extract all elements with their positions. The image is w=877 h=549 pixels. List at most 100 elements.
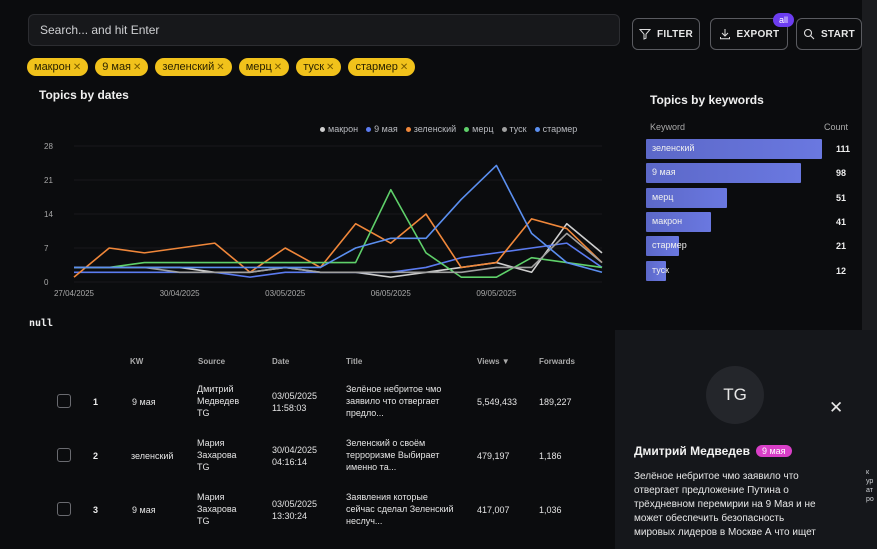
header-forwards[interactable]: Forwards xyxy=(539,357,576,366)
row-forwards: 189,227 xyxy=(539,397,572,407)
series-line[interactable] xyxy=(74,188,603,278)
start-label: START xyxy=(820,28,856,40)
keyword-row[interactable]: макрон xyxy=(646,211,856,232)
row-source: Захарова xyxy=(197,504,237,514)
keyword-row[interactable]: зеленский xyxy=(646,139,856,159)
row-title[interactable]: заявило что отвергает xyxy=(346,396,440,406)
header-title[interactable]: Title xyxy=(346,357,363,366)
post-text-line: мировых лидеров в Москве А что ищет xyxy=(634,527,816,538)
legend-item[interactable]: туск xyxy=(501,124,527,134)
legend-label: 9 мая xyxy=(374,124,398,134)
legend-dot-icon xyxy=(501,127,507,133)
legend-item[interactable]: зеленский xyxy=(405,124,456,134)
post-author: Дмитрий Медведев 9 мая xyxy=(634,444,792,458)
keyword-bar xyxy=(646,236,680,257)
keyword-bar xyxy=(646,139,822,159)
keyword-row[interactable]: стармер xyxy=(646,236,856,257)
row-keyword: 9 мая xyxy=(132,397,156,407)
side-fragment-line: ро xyxy=(866,496,874,503)
legend-item[interactable]: мерц xyxy=(464,124,494,134)
keyword-count: 98 xyxy=(836,168,847,179)
row-title[interactable]: предло... xyxy=(346,408,384,418)
header-date[interactable]: Date xyxy=(272,357,290,366)
side-fragment-line: к xyxy=(866,469,870,476)
series-line[interactable] xyxy=(73,213,603,278)
row-title[interactable]: сейчас сделал Зеленский xyxy=(346,504,454,514)
start-button[interactable]: START xyxy=(796,18,862,50)
keyword-badge: 9 мая xyxy=(755,445,792,457)
row-title[interactable]: терроризме Выбирает xyxy=(346,450,440,460)
post-text-line: трёхдневном перемирии на 9 Мая и не xyxy=(634,499,816,510)
row-title[interactable]: Заявления которые xyxy=(346,492,428,502)
side-fragment: к ур ат ро xyxy=(866,468,874,504)
series-line[interactable] xyxy=(74,164,603,274)
row-checkbox[interactable] xyxy=(57,448,71,462)
header-views[interactable]: Views ▼ xyxy=(477,357,510,366)
keyword-count: 41 xyxy=(836,216,847,227)
x-tick-label: 30/04/2025 xyxy=(160,289,201,298)
keyword-label: макрон xyxy=(652,215,683,226)
row-title[interactable]: неслуч... xyxy=(346,516,383,526)
row-title[interactable]: именно та... xyxy=(346,462,397,472)
post-text-line: отвергает предложение Путина о xyxy=(634,485,789,496)
row-checkbox[interactable] xyxy=(57,394,71,408)
legend-item[interactable]: 9 мая xyxy=(366,124,398,134)
row-source: Медведев xyxy=(197,396,240,406)
remove-tag-icon[interactable]: ✕ xyxy=(133,61,142,73)
close-icon[interactable]: ✕ xyxy=(829,398,844,417)
row-keyword: зеленский xyxy=(131,451,174,461)
keyword-tag[interactable]: 9 мая ✕ xyxy=(95,58,149,76)
keyword-label: стармер xyxy=(652,240,687,251)
row-date: 13:30:24 xyxy=(272,511,308,521)
legend-label: туск xyxy=(509,124,527,134)
remove-tag-icon[interactable]: ✕ xyxy=(399,61,409,73)
row-title[interactable]: Зелёное небритое чмо xyxy=(346,384,442,394)
series-line[interactable] xyxy=(74,232,603,274)
keyword-row[interactable]: 9 мая xyxy=(646,163,856,184)
row-source: TG xyxy=(197,408,210,418)
row-date: 03/05/2025 xyxy=(272,499,318,509)
legend-item[interactable]: макрон xyxy=(320,124,358,134)
row-source: TG xyxy=(197,516,210,526)
keyword-tag[interactable]: макрон ✕ xyxy=(27,58,89,76)
post-detail-panel xyxy=(615,330,877,549)
row-source: TG xyxy=(197,462,210,472)
legend-dot-icon xyxy=(366,127,372,133)
keyword-tag[interactable]: туск ✕ xyxy=(296,58,342,76)
keyword-column-header: Keyword xyxy=(650,122,686,132)
avatar: TG xyxy=(706,366,764,424)
keyword-tag[interactable]: стармер ✕ xyxy=(348,58,416,76)
keyword-count: 21 xyxy=(836,241,847,252)
author-name: Дмитрий Медведев xyxy=(634,444,750,458)
keyword-row[interactable]: туск xyxy=(646,260,856,281)
row-title[interactable]: Зеленский о своём xyxy=(346,438,426,448)
row-source: Мария xyxy=(197,492,225,502)
remove-tag-icon[interactable]: ✕ xyxy=(72,61,82,73)
row-forwards: 1,186 xyxy=(539,451,562,461)
search-input[interactable] xyxy=(40,23,619,37)
remove-tag-icon[interactable]: ✕ xyxy=(326,61,335,73)
filter-icon xyxy=(638,29,651,40)
x-tick-label: 03/05/2025 xyxy=(265,289,306,298)
remove-tag-icon[interactable]: ✕ xyxy=(216,61,225,73)
keyword-row[interactable]: мерц xyxy=(646,187,856,208)
keyword-tag[interactable]: зеленский ✕ xyxy=(155,58,232,76)
legend-item[interactable]: стармер xyxy=(534,124,577,134)
legend-dot-icon xyxy=(320,127,325,133)
row-date: 30/04/2025 xyxy=(272,445,318,455)
y-tick-label: 7 xyxy=(44,244,49,253)
remove-tag-icon[interactable]: ✕ xyxy=(273,61,283,73)
header-kw[interactable]: KW xyxy=(130,357,144,366)
keyword-tag[interactable]: мерц ✕ xyxy=(238,58,290,76)
header-source[interactable]: Source xyxy=(198,357,226,366)
search-bar[interactable] xyxy=(28,14,620,46)
export-badge: all xyxy=(773,13,795,27)
post-text-line: может обеспечить безопасность xyxy=(634,513,785,524)
keyword-count: 111 xyxy=(836,144,851,154)
y-tick-label: 0 xyxy=(44,278,49,287)
row-checkbox[interactable] xyxy=(57,502,71,516)
row-source: Дмитрий xyxy=(197,384,234,394)
filter-button[interactable]: FILTER xyxy=(632,18,700,50)
filter-label: FILTER xyxy=(656,28,694,40)
tag-label: макрон xyxy=(34,61,71,73)
